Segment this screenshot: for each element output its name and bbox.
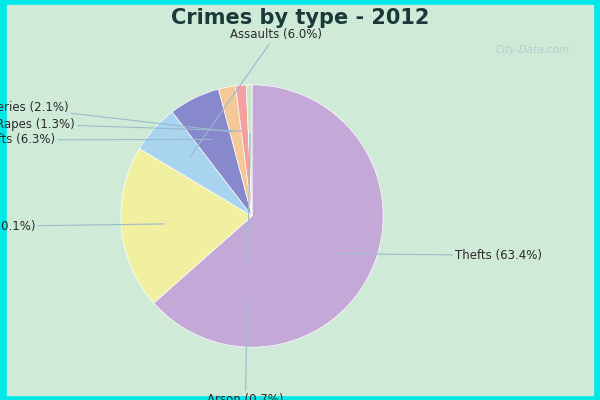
- Text: Rapes (1.3%): Rapes (1.3%): [0, 118, 242, 131]
- Text: Auto thefts (6.3%): Auto thefts (6.3%): [0, 134, 212, 146]
- Text: Arson (0.7%): Arson (0.7%): [207, 134, 284, 400]
- Text: Robberies (2.1%): Robberies (2.1%): [0, 101, 233, 132]
- Text: Thefts (63.4%): Thefts (63.4%): [338, 249, 542, 262]
- Wedge shape: [154, 85, 383, 347]
- Text: Burglaries (20.1%): Burglaries (20.1%): [0, 220, 164, 233]
- Wedge shape: [218, 86, 252, 216]
- Text: Crimes by type - 2012: Crimes by type - 2012: [171, 8, 429, 28]
- Wedge shape: [246, 85, 252, 216]
- Wedge shape: [236, 85, 252, 216]
- Wedge shape: [139, 112, 252, 216]
- Text: Assaults (6.0%): Assaults (6.0%): [190, 28, 322, 157]
- Wedge shape: [172, 89, 252, 216]
- Text: City-Data.com: City-Data.com: [496, 45, 570, 55]
- Wedge shape: [121, 149, 252, 303]
